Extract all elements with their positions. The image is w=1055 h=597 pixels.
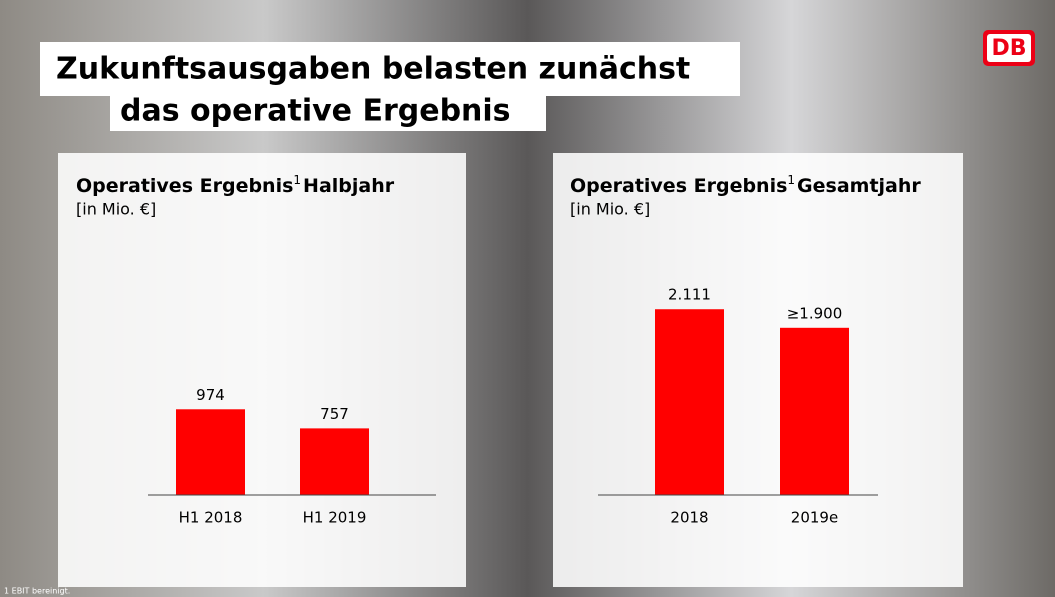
title-mark: 1: [787, 173, 795, 187]
panel: [553, 153, 963, 587]
footnote: 1 EBIT bereinigt.: [4, 587, 70, 596]
panel: [58, 153, 466, 587]
bar: [780, 327, 849, 495]
logo-inner: [987, 34, 1031, 62]
value-label: 2.111: [668, 286, 711, 304]
title-period: Gesamtjahr: [797, 175, 921, 197]
chart-title-text: Operatives Ergebnis: [76, 175, 293, 197]
value-label: 974: [196, 386, 225, 404]
slide-title: das operative Ergebnis: [120, 94, 511, 129]
chart: Operatives Ergebnis1 Halbjahr [in Mio. €] 9…: [76, 173, 436, 527]
bar: [655, 309, 724, 495]
chart: Operatives Ergebnis1 Gesamtjahr [in Mio. €…: [570, 173, 921, 527]
bar: [176, 409, 245, 495]
slide-title: Zukunftsausgaben belasten zunächst: [56, 52, 690, 87]
title-box: [110, 95, 546, 131]
value-label: 757: [320, 405, 349, 423]
title-mark: 1: [293, 173, 301, 187]
chart-title: Operatives Ergebnis1 Gesamtjahr: [570, 173, 921, 197]
x-tick-label: H1 2018: [179, 509, 243, 527]
chart-title-text: Operatives Ergebnis: [570, 175, 787, 197]
title-period: Halbjahr: [303, 175, 395, 197]
chart-subtitle: [in Mio. €]: [76, 200, 156, 219]
x-tick-label: H1 2019: [303, 509, 367, 527]
x-tick-label: 2018: [670, 509, 708, 527]
chart-title: Operatives Ergebnis1 Halbjahr: [76, 173, 395, 197]
title-box: [40, 42, 740, 96]
bar: [300, 428, 369, 495]
x-tick-label: 2019e: [791, 509, 838, 527]
chart-subtitle: [in Mio. €]: [570, 200, 650, 219]
value-label: ≥1.900: [787, 304, 843, 322]
logo: DB: [991, 36, 1026, 61]
